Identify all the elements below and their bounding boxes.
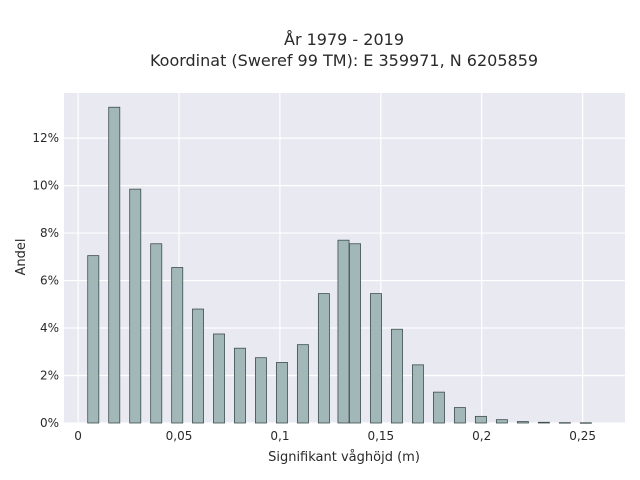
histogram-bar-20 (495, 419, 508, 424)
histogram-bar-4 (171, 267, 184, 424)
x-axis-label: Signifikant våghöjd (m) (268, 450, 420, 465)
histogram-bar-9 (275, 362, 288, 424)
x-tick-label-3: 0,15 (367, 429, 394, 443)
histogram-bar-8 (255, 357, 267, 424)
histogram-bar-6 (213, 333, 225, 424)
x-tick-label-0: 0 (74, 429, 82, 443)
y-tick-label-5: 10% (32, 179, 59, 193)
x-tick-label-1: 0,05 (166, 429, 193, 443)
histogram-bar-21 (516, 421, 529, 424)
y-tick-label-2: 4% (40, 321, 59, 335)
x-axis-ticks: 0 0,05 0,1 0,15 0,2 0,25 (74, 429, 596, 443)
x-tick-label-2: 0,1 (270, 429, 289, 443)
histogram-bar-19 (474, 415, 487, 424)
histogram-bar-11 (317, 293, 330, 424)
y-tick-label-4: 8% (40, 226, 59, 240)
histogram-bar-17 (432, 391, 445, 424)
y-tick-label-0: 0% (40, 416, 59, 430)
histogram-bar-0 (87, 255, 100, 424)
histogram-bar-10 (296, 344, 309, 424)
histogram-bar-16 (412, 364, 424, 424)
y-tick-label-6: 12% (32, 131, 59, 145)
histogram-bar-5 (192, 308, 204, 424)
chart-title-line-2: Koordinat (Sweref 99 TM): E 359971, N 62… (150, 51, 538, 70)
histogram-bar-1 (108, 106, 121, 424)
y-axis-label: Andel (14, 239, 29, 276)
histogram-bar-12 (337, 239, 350, 424)
histogram-bar-23 (558, 422, 571, 424)
histogram-bar-7 (234, 347, 246, 424)
histogram-bar-15 (391, 328, 403, 424)
y-axis-ticks: 0% 2% 4% 6% 8% 10% 12% (32, 131, 59, 430)
histogram-bar-14 (370, 293, 382, 424)
histogram-bar-22 (537, 421, 550, 424)
chart-title-line-1: År 1979 - 2019 (284, 30, 404, 49)
y-tick-label-3: 6% (40, 274, 59, 288)
bars (87, 106, 592, 424)
histogram-bar-24 (579, 422, 592, 424)
histogram-bar-3 (150, 243, 163, 424)
x-tick-label-4: 0,2 (472, 429, 491, 443)
histogram-bar-13 (349, 243, 361, 424)
x-tick-label-5: 0,25 (569, 429, 596, 443)
histogram-bar-2 (129, 188, 142, 424)
y-tick-label-1: 2% (40, 369, 59, 383)
histogram-bar-18 (453, 407, 466, 424)
